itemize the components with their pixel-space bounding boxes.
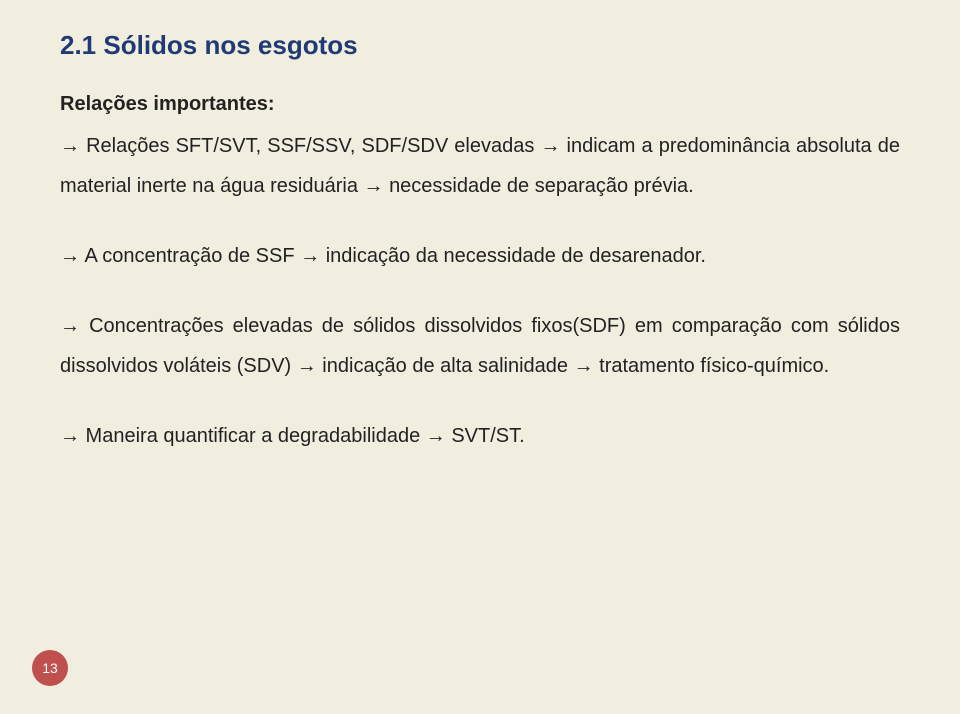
paragraph-2: → A concentração de SSF → indicação da n…	[60, 236, 900, 276]
paragraph-4: → Maneira quantificar a degradabilidade …	[60, 416, 900, 456]
slide: 2.1 Sólidos nos esgotos Relações importa…	[0, 0, 960, 714]
page-number-badge: 13	[32, 650, 68, 686]
page-number: 13	[42, 660, 58, 676]
paragraph-3: → Concentrações elevadas de sólidos diss…	[60, 306, 900, 386]
slide-title: 2.1 Sólidos nos esgotos	[60, 30, 900, 61]
subtitle: Relações importantes:	[60, 93, 900, 116]
paragraph-1: → Relações SFT/SVT, SSF/SSV, SDF/SDV ele…	[60, 126, 900, 206]
